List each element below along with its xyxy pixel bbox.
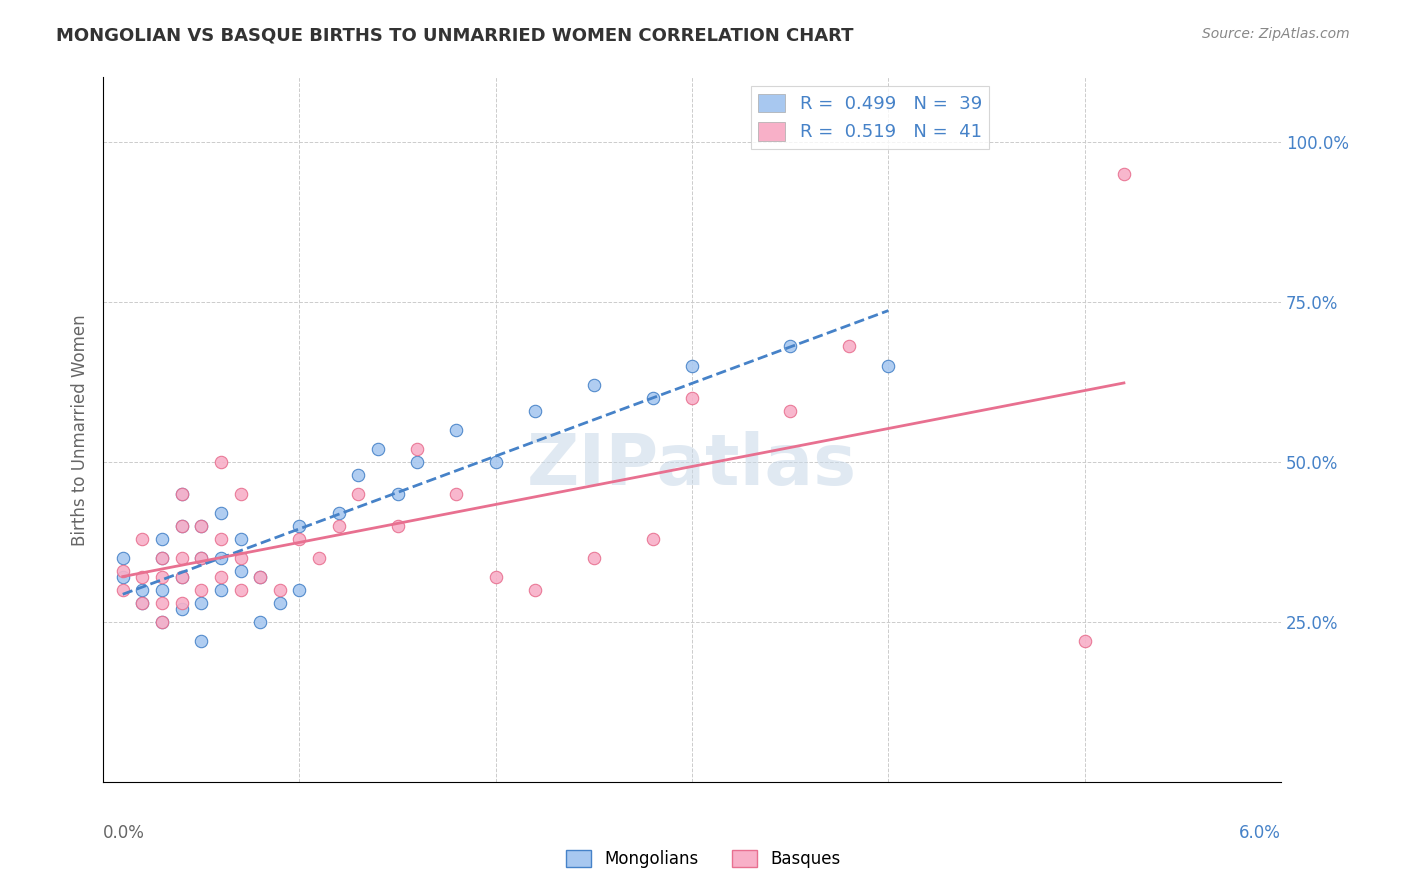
- Point: [190, 596, 212, 610]
- Point: [131, 596, 153, 610]
- Point: [387, 487, 409, 501]
- Point: [838, 339, 860, 353]
- Point: [249, 570, 271, 584]
- Point: [406, 455, 429, 469]
- Point: [209, 550, 232, 565]
- Point: [229, 564, 252, 578]
- Point: [170, 570, 193, 584]
- Point: [641, 391, 664, 405]
- Point: [779, 339, 801, 353]
- Point: [150, 615, 173, 629]
- Point: [131, 532, 153, 546]
- Point: [308, 550, 330, 565]
- Point: [150, 550, 173, 565]
- Point: [111, 570, 134, 584]
- Point: [328, 519, 350, 533]
- Text: Source: ZipAtlas.com: Source: ZipAtlas.com: [1202, 27, 1350, 41]
- Point: [681, 391, 703, 405]
- Point: [347, 487, 370, 501]
- Text: ZIPatlas: ZIPatlas: [527, 431, 858, 500]
- Text: 6.0%: 6.0%: [1239, 824, 1281, 842]
- Point: [446, 487, 468, 501]
- Point: [209, 582, 232, 597]
- Point: [209, 506, 232, 520]
- Point: [229, 550, 252, 565]
- Point: [131, 582, 153, 597]
- Point: [190, 582, 212, 597]
- Point: [150, 596, 173, 610]
- Point: [170, 519, 193, 533]
- Point: [877, 359, 900, 373]
- Point: [249, 570, 271, 584]
- Point: [170, 550, 193, 565]
- Point: [150, 532, 173, 546]
- Point: [288, 582, 311, 597]
- Point: [524, 582, 547, 597]
- Point: [111, 550, 134, 565]
- Point: [190, 634, 212, 648]
- Point: [1073, 634, 1095, 648]
- Point: [190, 550, 212, 565]
- Point: [582, 378, 605, 392]
- Point: [446, 423, 468, 437]
- Point: [229, 532, 252, 546]
- Point: [779, 403, 801, 417]
- Point: [111, 564, 134, 578]
- Point: [190, 519, 212, 533]
- Point: [170, 602, 193, 616]
- Legend: Mongolians, Basques: Mongolians, Basques: [560, 843, 846, 875]
- Point: [190, 550, 212, 565]
- Legend: R =  0.499   N =  39, R =  0.519   N =  41: R = 0.499 N = 39, R = 0.519 N = 41: [751, 87, 990, 149]
- Point: [150, 615, 173, 629]
- Point: [131, 570, 153, 584]
- Point: [229, 582, 252, 597]
- Point: [249, 615, 271, 629]
- Point: [170, 570, 193, 584]
- Point: [229, 487, 252, 501]
- Point: [367, 442, 389, 456]
- Point: [288, 519, 311, 533]
- Text: 0.0%: 0.0%: [103, 824, 145, 842]
- Point: [524, 403, 547, 417]
- Point: [209, 455, 232, 469]
- Point: [170, 596, 193, 610]
- Point: [170, 487, 193, 501]
- Point: [170, 487, 193, 501]
- Point: [485, 570, 508, 584]
- Point: [1112, 167, 1135, 181]
- Point: [150, 582, 173, 597]
- Point: [485, 455, 508, 469]
- Point: [209, 570, 232, 584]
- Point: [288, 532, 311, 546]
- Point: [111, 582, 134, 597]
- Point: [190, 519, 212, 533]
- Point: [406, 442, 429, 456]
- Point: [150, 550, 173, 565]
- Point: [150, 570, 173, 584]
- Text: MONGOLIAN VS BASQUE BIRTHS TO UNMARRIED WOMEN CORRELATION CHART: MONGOLIAN VS BASQUE BIRTHS TO UNMARRIED …: [56, 27, 853, 45]
- Point: [387, 519, 409, 533]
- Point: [209, 532, 232, 546]
- Point: [582, 550, 605, 565]
- Point: [641, 532, 664, 546]
- Point: [131, 596, 153, 610]
- Point: [347, 467, 370, 482]
- Point: [269, 582, 291, 597]
- Point: [269, 596, 291, 610]
- Y-axis label: Births to Unmarried Women: Births to Unmarried Women: [72, 314, 89, 546]
- Point: [681, 359, 703, 373]
- Point: [170, 519, 193, 533]
- Point: [328, 506, 350, 520]
